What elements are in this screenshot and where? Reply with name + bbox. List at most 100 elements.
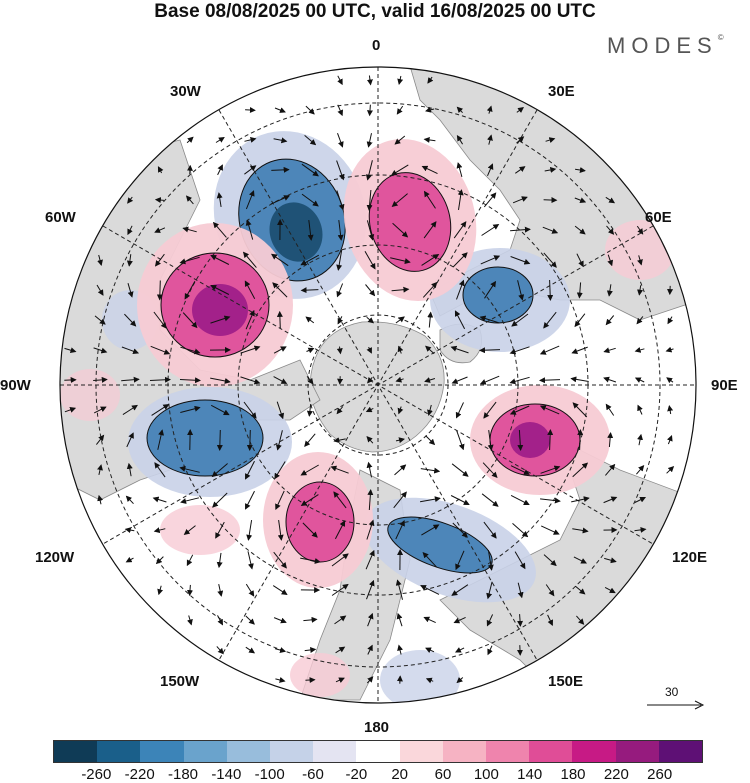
colorbar-tick-label: 220 — [603, 766, 629, 783]
wind-arrow — [512, 523, 529, 538]
wind-arrow — [366, 189, 373, 211]
colorbar-segment — [97, 741, 141, 762]
wind-arrow — [276, 401, 285, 420]
lon-label-150w: 150W — [160, 673, 200, 690]
wind-arrow — [366, 346, 372, 354]
wind-arrow — [395, 519, 405, 540]
wind-arrow — [394, 464, 407, 476]
wind-arrow — [330, 465, 349, 474]
wind-arrow — [217, 583, 224, 597]
wind-arrow — [634, 497, 646, 503]
reference-vector-value: 30 — [665, 685, 679, 699]
wind-arrow — [487, 134, 493, 145]
wind-arrow — [300, 494, 319, 506]
wind-arrow — [667, 316, 674, 325]
wind-arrow — [637, 285, 644, 296]
wind-arrow — [452, 522, 468, 538]
wind-arrow — [367, 489, 374, 511]
colorbar-tick-label: -220 — [124, 766, 155, 783]
wind-arrow — [243, 401, 257, 419]
wind-arrow — [96, 284, 104, 296]
wind-arrow — [427, 404, 433, 416]
wind-arrow — [301, 163, 319, 177]
wind-arrow — [276, 310, 283, 329]
wind-arrow — [366, 519, 375, 540]
wind-arrow — [603, 496, 618, 504]
wind-arrow — [604, 586, 616, 594]
wind-arrow — [511, 313, 529, 327]
colorbar-ticks: -260 -220 -180 -140 -100 -60 -20 20 60 100 140 180 2… — [53, 766, 703, 783]
colorbar-segment — [54, 741, 98, 762]
anomaly-neg-mid — [387, 516, 493, 574]
wind-arrow — [422, 551, 438, 568]
wind-arrow — [97, 494, 104, 505]
wind-arrow — [150, 345, 171, 355]
wind-arrow — [126, 462, 133, 477]
colorbar-segment — [140, 741, 184, 762]
wind-arrow — [605, 315, 615, 326]
meridian-60w-120e — [102, 225, 654, 545]
wind-arrow — [215, 136, 225, 143]
wind-arrow — [637, 433, 644, 446]
wind-arrow — [336, 190, 345, 211]
wind-arrow — [516, 136, 525, 144]
wind-arrow — [216, 429, 223, 451]
wind-arrow — [394, 135, 406, 145]
wind-arrow — [395, 316, 405, 324]
wind-arrow — [539, 345, 560, 355]
wind-arrow — [157, 166, 164, 174]
wind-arrow — [151, 404, 170, 416]
wind-arrow — [634, 346, 645, 353]
wind-arrow — [303, 616, 318, 623]
wind-arrow — [300, 464, 319, 476]
wind-arrow — [367, 612, 374, 627]
anomaly-pos-strong — [510, 422, 550, 458]
wind-arrow — [182, 226, 197, 233]
wind-arrow — [124, 313, 137, 327]
wind-arrow — [572, 527, 589, 534]
wind-arrow — [486, 614, 494, 627]
wind-arrow — [246, 429, 253, 451]
wind-arrow — [603, 347, 616, 354]
lon-label-150e: 150E — [548, 673, 584, 690]
wind-arrow — [152, 496, 167, 503]
wind-arrow — [306, 347, 315, 354]
wind-arrow — [606, 284, 613, 297]
wind-arrow — [574, 197, 587, 204]
wind-arrow — [270, 253, 289, 267]
wind-arrow — [154, 197, 165, 204]
wind-arrow — [275, 430, 283, 451]
wind-arrow — [245, 190, 255, 210]
wind-arrow — [450, 495, 470, 505]
wind-arrow — [366, 461, 373, 478]
wind-arrow — [154, 253, 165, 267]
colorbar-segment — [572, 741, 616, 762]
wind-arrow — [425, 106, 435, 113]
wind-arrow — [483, 521, 497, 539]
wind-arrow — [509, 376, 530, 385]
wind-arrow — [179, 377, 201, 384]
wind-arrow — [216, 192, 223, 207]
wind-arrow — [391, 193, 408, 208]
wind-arrow — [97, 254, 103, 266]
wind-arrow — [274, 461, 286, 480]
wind-arrow — [514, 551, 526, 570]
wind-arrow — [272, 585, 288, 595]
colorbar-tick-label: 140 — [517, 766, 543, 783]
wind-arrow — [665, 346, 674, 353]
wind-arrow — [180, 405, 201, 413]
wind-arrow — [540, 525, 560, 535]
wind-arrow — [275, 490, 285, 511]
wind-arrow — [390, 257, 411, 265]
wind-arrow — [216, 646, 224, 655]
lon-label-60e: 60E — [645, 209, 672, 226]
wind-arrow — [305, 105, 315, 115]
wind-arrow — [126, 432, 134, 448]
anomaly-neg-weak — [380, 650, 460, 703]
wind-arrow — [184, 281, 196, 300]
colorbar-segment — [658, 741, 703, 762]
wind-arrow — [366, 104, 373, 117]
wind-arrow — [456, 134, 464, 145]
wind-arrow — [517, 614, 524, 627]
wind-arrow — [397, 406, 404, 415]
